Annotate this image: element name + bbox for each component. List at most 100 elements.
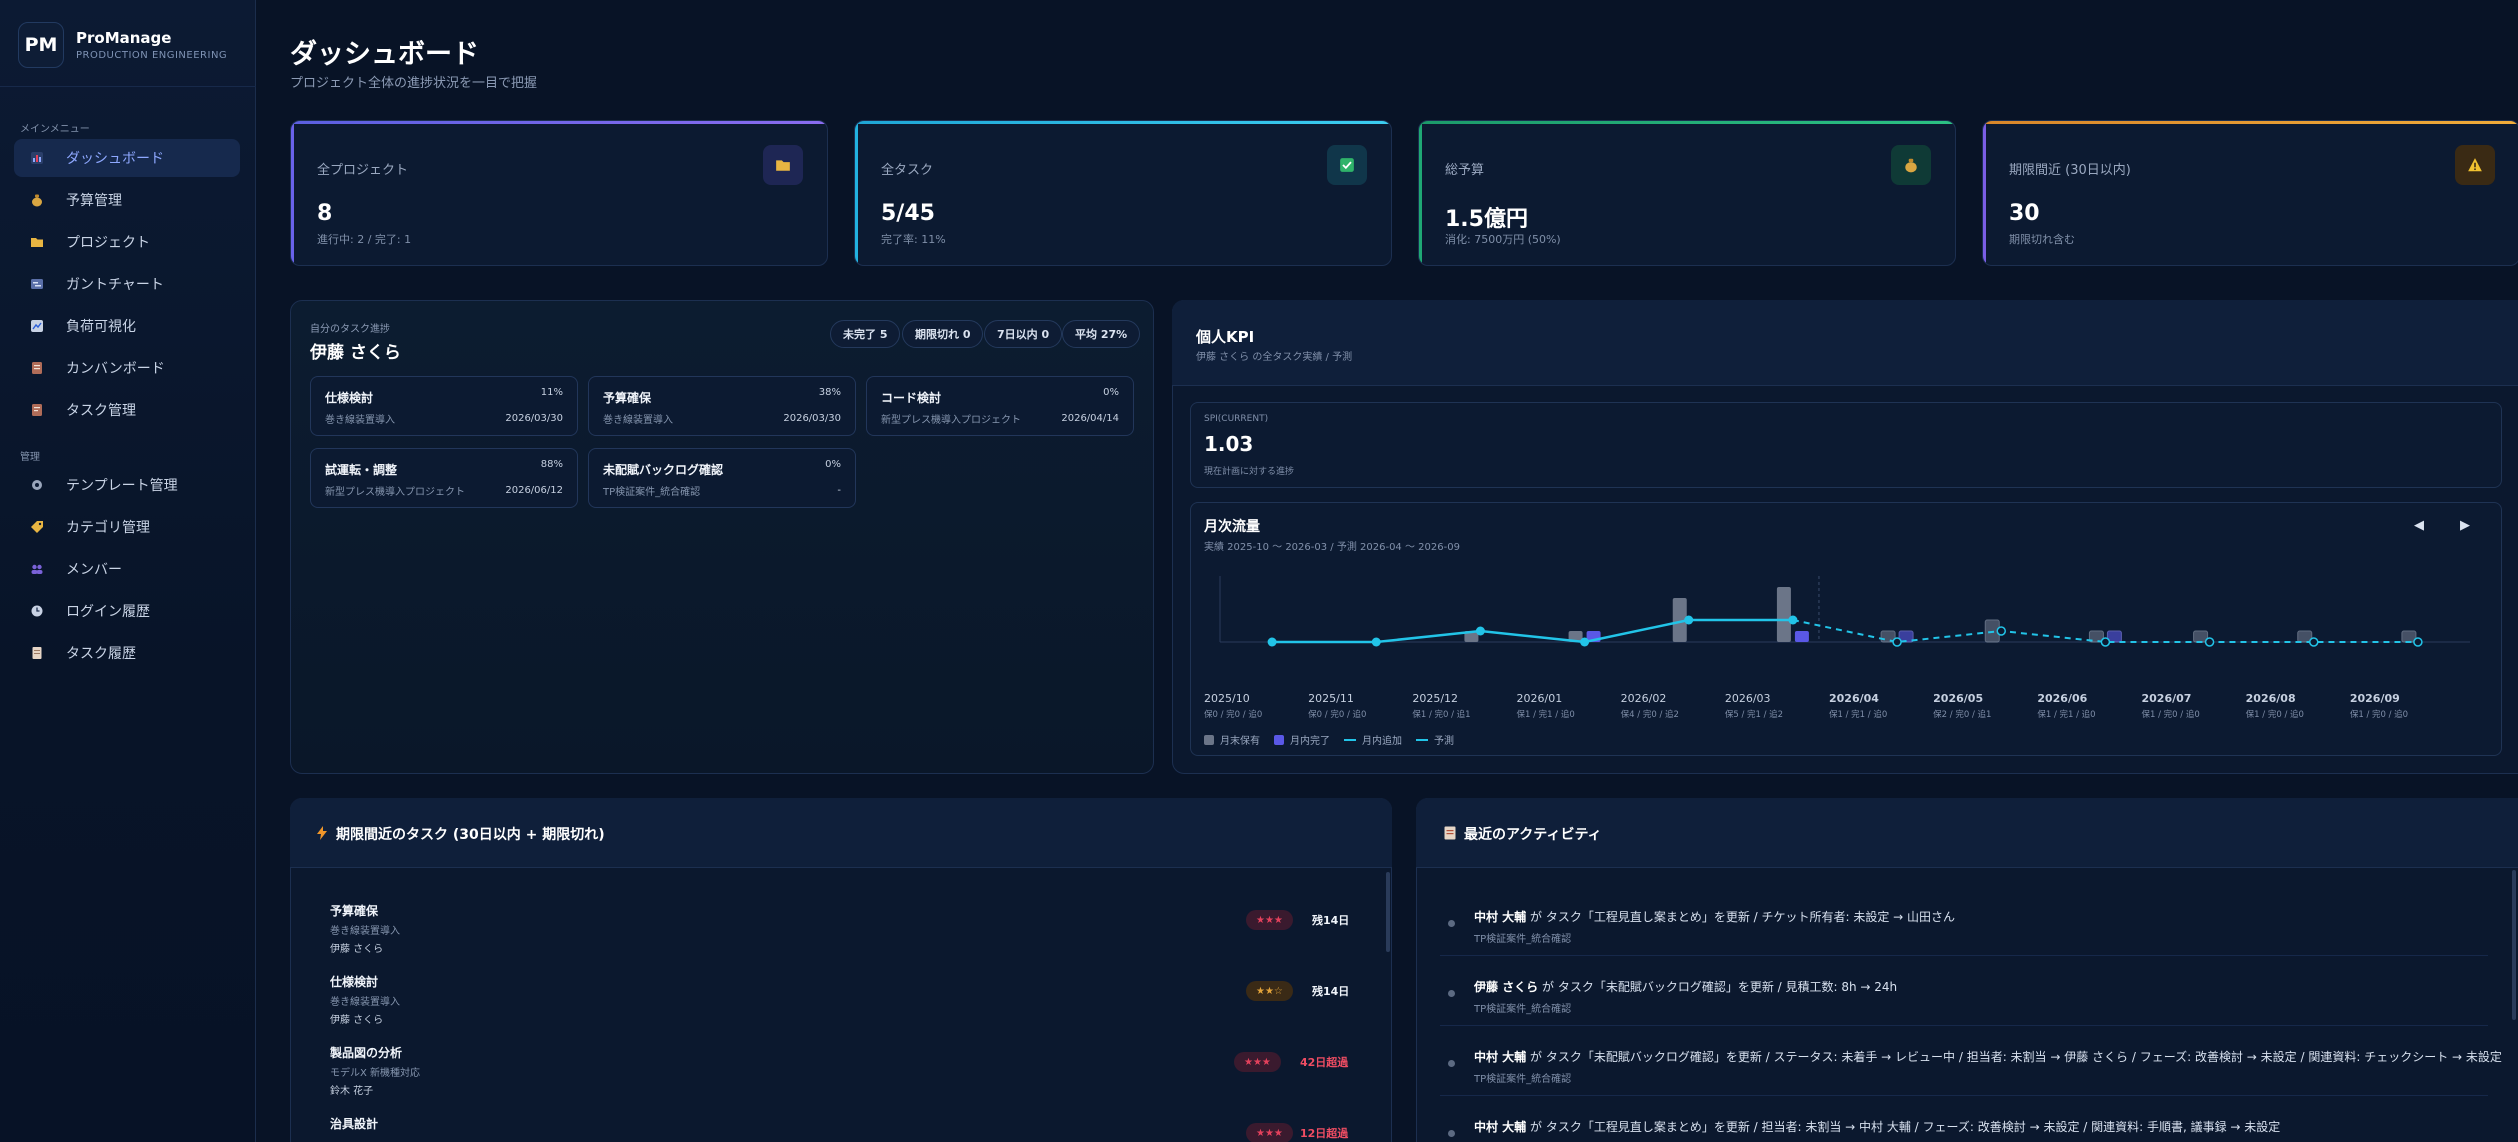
monthly-flow-title: 月次流量	[1204, 519, 1260, 535]
x-tick-sublabel: 保1 / 完0 / 追0	[2142, 709, 2200, 720]
stat-value: 5/45	[881, 201, 935, 226]
task-title: 試運転・調整	[325, 463, 398, 477]
card-accent-left	[855, 121, 858, 265]
activity-description: が タスク「未配賦バックログ確認」を更新 / ステータス: 未着手 → レビュー…	[1526, 1050, 2502, 1064]
stat-detail: 期限切れ含む	[2009, 233, 2075, 246]
sidebar-item-categories[interactable]: カテゴリ管理	[14, 508, 240, 546]
deadline-item[interactable]: 治具設計 ★★★ 12日超過	[330, 1115, 1350, 1142]
x-tick-label: 2025/10	[1204, 692, 1250, 705]
my-task-card[interactable]: 未配賦バックログ確認 TP検証案件_統合確認 0% -	[588, 448, 856, 508]
sidebar-item-label: ダッシュボード	[66, 151, 164, 167]
bar-holding	[1672, 598, 1687, 642]
chart-icon	[28, 149, 46, 167]
sidebar-item-load[interactable]: 負荷可視化	[14, 307, 240, 345]
next-period-button[interactable]: ▶	[2460, 518, 2470, 533]
sidebar-item-login-history[interactable]: ログイン履歴	[14, 592, 240, 630]
task-due-date: 2026/03/30	[783, 413, 841, 424]
monthly-flow-chart: 2025/10 保0 / 完0 / 追0 2025/11 保0 / 完0 / 追0 20…	[1204, 576, 2470, 720]
card-accent	[291, 121, 827, 124]
x-tick-sublabel: 保5 / 完1 / 追2	[1725, 709, 1783, 720]
x-tick-sublabel: 保4 / 完0 / 追2	[1621, 709, 1679, 720]
x-tick-label: 2026/09	[2350, 692, 2400, 705]
document-icon	[28, 644, 46, 662]
sidebar-item-members[interactable]: メンバー	[14, 550, 240, 588]
activity-item[interactable]: 中村 大輔 が タスク「工程見直し案まとめ」を更新 / チケット所有者: 未設定…	[1440, 898, 2488, 956]
card-accent-left	[1419, 121, 1422, 265]
my-task-card[interactable]: コード検討 新型プレス機導入プロジェクト 0% 2026/04/14	[866, 376, 1134, 436]
sidebar-item-gantt[interactable]: ガントチャート	[14, 265, 240, 303]
task-due-date: 2026/06/12	[505, 485, 563, 496]
sidebar-item-tasks[interactable]: タスク管理	[14, 391, 240, 429]
task-title: 仕様検討	[325, 391, 374, 405]
my-task-card[interactable]: 予算確保 巻き線装置導入 38% 2026/03/30	[588, 376, 856, 436]
deadline-item[interactable]: 予算確保 巻き線装置導入 伊藤 さくら ★★★ 残14日	[330, 902, 1350, 970]
activity-user: 中村 大輔	[1474, 1120, 1527, 1134]
activity-description: が タスク「未配賦バックログ確認」を更新 / 見積工数: 8h → 24h	[1538, 980, 1898, 994]
activity-bullet	[1448, 920, 1455, 927]
task-project: 巻き線装置導入	[603, 415, 673, 426]
stat-card-projects[interactable]: 全プロジェクト 8 進行中: 2 / 完了: 1	[290, 120, 828, 266]
sidebar-item-templates[interactable]: テンプレート管理	[14, 466, 240, 504]
prev-period-button[interactable]: ◀	[2414, 518, 2424, 533]
x-tick-sublabel: 保0 / 完0 / 追0	[1204, 709, 1262, 720]
brand-divider	[0, 86, 256, 87]
gear-icon	[28, 476, 46, 494]
point-added-forecast	[2413, 637, 2423, 647]
task-title: 治具設計	[330, 1117, 379, 1131]
kanban-icon	[28, 359, 46, 377]
stat-detail: 進行中: 2 / 完了: 1	[317, 233, 412, 246]
activity-item[interactable]: 伊藤 さくら が タスク「未配賦バックログ確認」を更新 / 見積工数: 8h →…	[1440, 968, 2488, 1026]
money-bag-icon	[28, 191, 46, 209]
sidebar-item-kanban[interactable]: カンバンボード	[14, 349, 240, 387]
task-due-date: -	[837, 485, 841, 496]
legend-swatch-holding	[1204, 734, 1214, 745]
clock-icon	[28, 602, 46, 620]
card-accent	[1419, 121, 1955, 124]
sidebar-item-task-history[interactable]: タスク履歴	[14, 634, 240, 672]
deadline-item[interactable]: 製品図の分析 モデルX 新機種対応 鈴木 花子 ★★★ 42日超過	[330, 1044, 1350, 1112]
chip-within-7-days[interactable]: 7日以内 0	[984, 320, 1063, 348]
bar-holding	[1464, 631, 1479, 642]
stat-card-budget[interactable]: 総予算 1.5億円 消化: 7500万円 (50%)	[1418, 120, 1956, 266]
legend-swatch-forecast	[1416, 738, 1428, 741]
page-title: ダッシュボード	[290, 39, 479, 70]
deadline-title: 期限間近のタスク (30日以内 + 期限切れ)	[336, 827, 605, 843]
task-title: コード検討	[881, 391, 942, 405]
legend-completed: 月内完了	[1290, 736, 1330, 747]
chip-incomplete[interactable]: 未完了 5	[830, 320, 901, 348]
priority-stars: ★★★	[1246, 1123, 1293, 1142]
activity-item[interactable]: 中村 大輔 が タスク「工程見直し案まとめ」を更新 / 担当者: 未割当 → 中…	[1440, 1108, 2488, 1142]
activity-item[interactable]: 中村 大輔 が タスク「未配賦バックログ確認」を更新 / ステータス: 未着手 …	[1440, 1038, 2502, 1096]
chip-average[interactable]: 平均 27%	[1062, 320, 1141, 348]
stat-card-deadline[interactable]: 期限間近 (30日以内) 30 期限切れ含む	[1982, 120, 2518, 266]
deadline-scrollbar[interactable]	[1386, 872, 1390, 952]
sidebar: PM ProManage PRODUCTION ENGINEERING メインメ…	[0, 0, 256, 1142]
my-task-card[interactable]: 仕様検討 巻き線装置導入 11% 2026/03/30	[310, 376, 578, 436]
x-tick-sublabel: 保1 / 完1 / 追0	[1829, 709, 1887, 720]
point-added-forecast	[2100, 637, 2111, 647]
legend-forecast: 予測	[1434, 736, 1454, 747]
task-project: 新型プレス機導入プロジェクト	[325, 487, 465, 498]
task-progress: 11%	[540, 387, 563, 398]
tag-icon	[28, 518, 46, 536]
chip-overdue[interactable]: 期限切れ 0	[902, 320, 984, 348]
sidebar-item-projects[interactable]: プロジェクト	[14, 223, 240, 261]
remaining-days: 42日超過	[1300, 1056, 1349, 1069]
monthly-flow-subtitle: 実績 2025-10 〜 2026-03 / 予測 2026-04 〜 2026…	[1204, 542, 1460, 553]
point-added-forecast	[2204, 637, 2215, 647]
my-task-card[interactable]: 試運転・調整 新型プレス機導入プロジェクト 88% 2026/06/12	[310, 448, 578, 508]
legend-swatch-completed	[1274, 734, 1284, 745]
my-tasks-panel	[290, 300, 1154, 774]
activity-scrollbar[interactable]	[2512, 870, 2516, 1020]
gantt-icon	[28, 275, 46, 293]
line-added-actual	[1272, 618, 1793, 644]
stat-card-tasks[interactable]: 全タスク 5/45 完了率: 11%	[854, 120, 1392, 266]
brand[interactable]: PM ProManage PRODUCTION ENGINEERING	[18, 22, 227, 68]
card-accent-left	[1983, 121, 1986, 265]
point-added-forecast	[2309, 637, 2319, 647]
activity-title: 最近のアクティビティ	[1464, 827, 1602, 843]
sidebar-item-budget[interactable]: 予算管理	[14, 181, 240, 219]
deadline-item[interactable]: 仕様検討 巻き線装置導入 伊藤 さくら ★★☆ 残14日	[330, 973, 1350, 1041]
sidebar-item-label: カンバンボード	[66, 361, 165, 377]
sidebar-item-dashboard[interactable]: ダッシュボード	[14, 139, 240, 177]
